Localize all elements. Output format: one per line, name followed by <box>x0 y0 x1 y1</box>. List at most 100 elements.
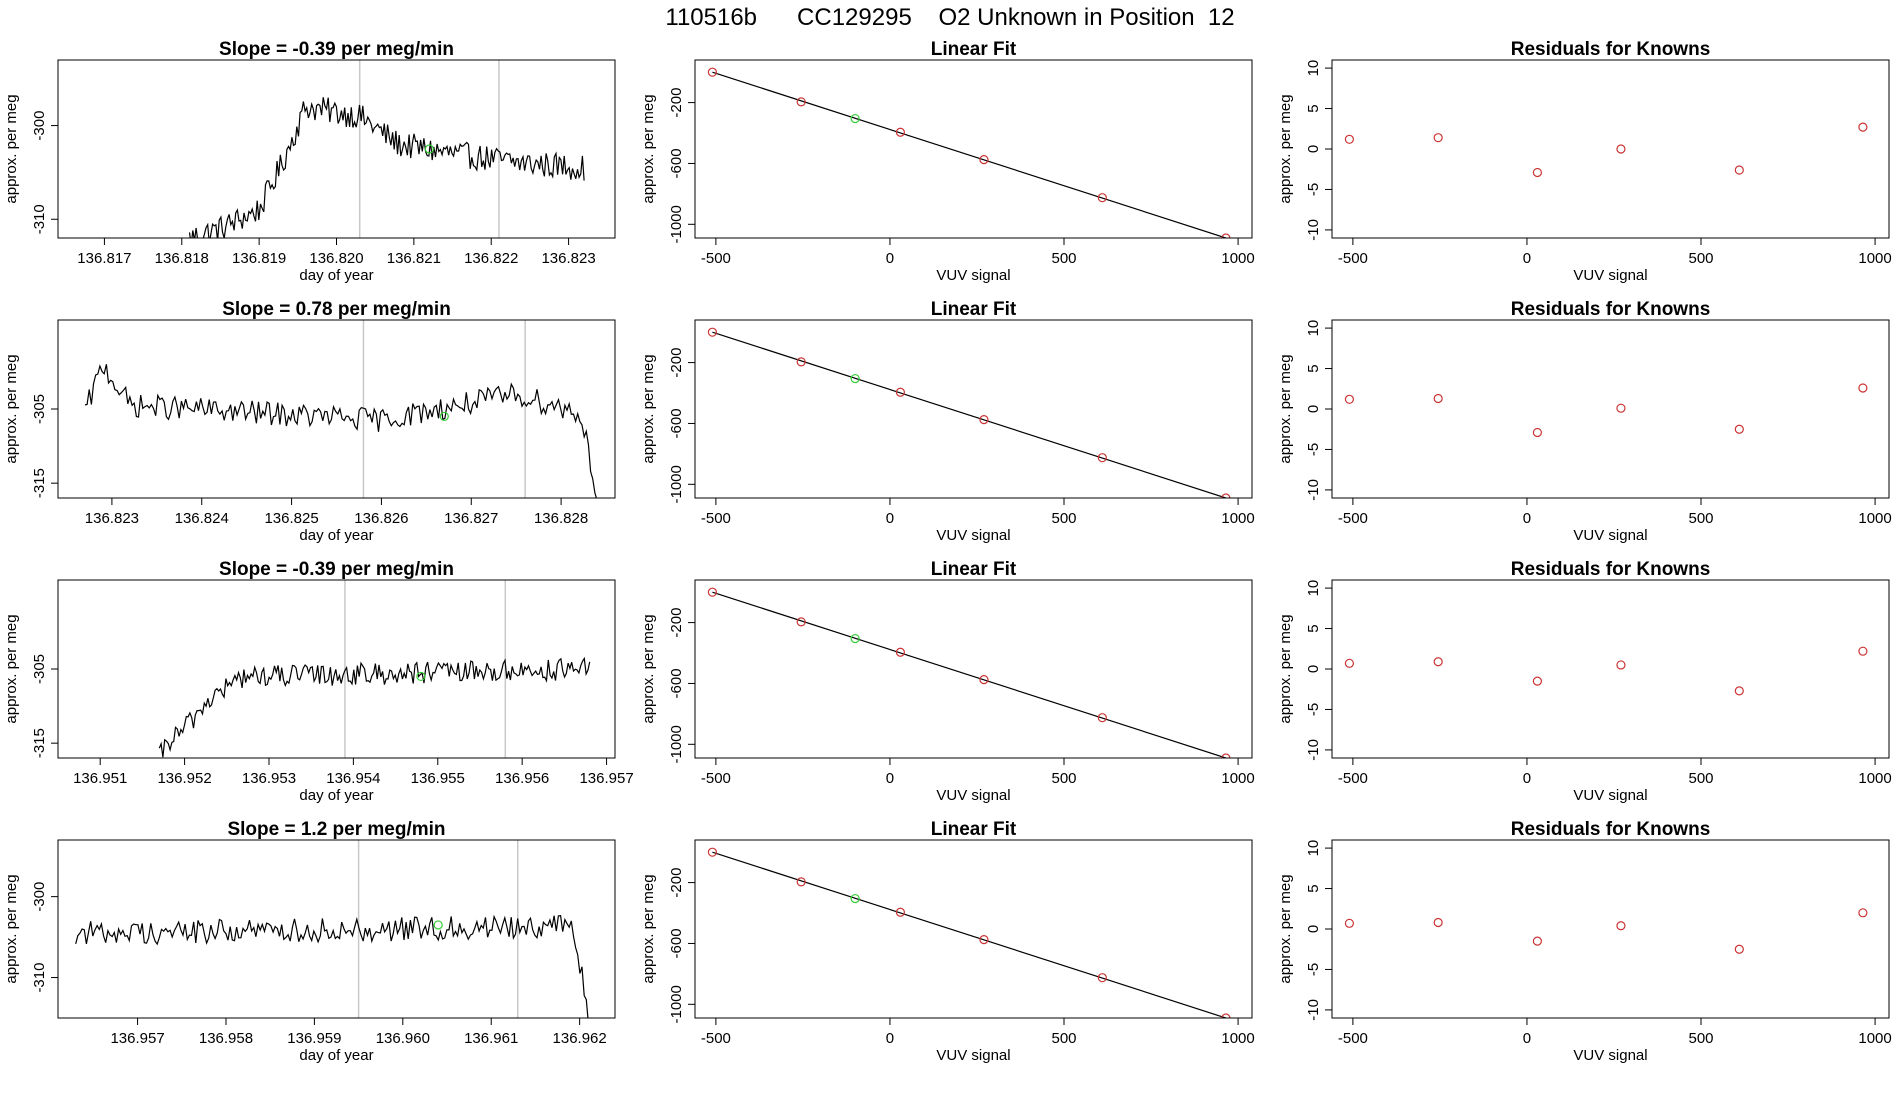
known-point <box>1097 193 1107 203</box>
plot-frame <box>57 319 616 499</box>
y-tick-label: -5 <box>1305 183 1322 196</box>
x-tick-label: 136.958 <box>199 1030 253 1047</box>
fit-line <box>712 71 1227 238</box>
residual-point <box>1344 394 1355 404</box>
panel-title: Linear Fit <box>931 819 1017 840</box>
known-point <box>895 647 905 657</box>
unknown-point <box>416 671 426 682</box>
known-point <box>979 155 989 165</box>
x-tick-label: -500 <box>701 250 731 267</box>
panel-title: Slope = 0.78 per meg/min <box>222 299 451 320</box>
known-point <box>1221 753 1231 758</box>
plot-area <box>707 587 1231 758</box>
plot-frame <box>694 839 1253 1019</box>
x-tick-label: 136.823 <box>85 510 139 527</box>
panel-3-timeseries: Slope = -0.39 per meg/min 136.951 136.952 1… <box>3 559 634 804</box>
y-tick-label: 5 <box>1305 624 1322 632</box>
series-line <box>158 656 591 758</box>
residual-point <box>1858 122 1868 132</box>
y-tick-label: 10 <box>1305 840 1322 857</box>
y-tick-label: -200 <box>668 608 685 638</box>
residual-point <box>1433 657 1443 667</box>
panel-title: Residuals for Knowns <box>1511 39 1711 60</box>
x-tick-label: -500 <box>1338 250 1368 267</box>
y-tick-label: 5 <box>1305 104 1322 112</box>
x-tick-label: 0 <box>1523 1030 1531 1047</box>
x-tick-label: -500 <box>701 1030 731 1047</box>
y-tick-label: -305 <box>31 394 48 424</box>
panel-title: Linear Fit <box>931 559 1017 580</box>
fit-line <box>712 591 1227 758</box>
x-axis-label: VUV signal <box>1573 787 1647 804</box>
x-tick-label: -500 <box>1338 1030 1368 1047</box>
panel-title: Linear Fit <box>931 299 1017 320</box>
y-tick-label: -5 <box>1305 703 1322 716</box>
x-tick-label: 136.957 <box>579 770 633 787</box>
plot-area <box>1344 908 1868 954</box>
y-axis-label: approx. per meg <box>640 874 657 983</box>
panel-1-residuals: Residuals for Knowns -500 0 500 1000 VUV sign… <box>1277 39 1892 284</box>
y-tick-label: -200 <box>668 88 685 118</box>
x-tick-label: 1000 <box>1858 510 1891 527</box>
x-tick-label: 0 <box>886 510 894 527</box>
known-point <box>1221 1013 1231 1018</box>
y-tick-label: -600 <box>668 408 685 438</box>
residual-point <box>1532 427 1542 438</box>
x-tick-label: 136.962 <box>553 1030 607 1047</box>
residual-point <box>1532 676 1542 686</box>
y-axis-label: approx. per meg <box>1277 94 1294 203</box>
y-axis-label: approx. per meg <box>3 614 20 723</box>
unknown-point <box>439 411 449 422</box>
x-tick-label: 136.955 <box>411 770 465 787</box>
x-axis-label: VUV signal <box>936 1047 1010 1064</box>
plot-area <box>707 67 1231 238</box>
x-tick-label: 136.821 <box>387 250 441 267</box>
x-tick-label: -500 <box>701 510 731 527</box>
panel-1-linear_fit: Linear Fit -500 0 500 1000 VUV signal -200 -600… <box>640 39 1255 284</box>
plot-frame <box>694 319 1253 499</box>
x-tick-label: 136.827 <box>444 510 498 527</box>
x-tick-label: 136.818 <box>155 250 209 267</box>
series-line <box>84 364 598 498</box>
x-tick-label: 500 <box>1688 250 1713 267</box>
residual-point <box>1344 134 1355 144</box>
plot-area <box>707 327 1231 498</box>
y-tick-label: 5 <box>1305 884 1322 892</box>
y-tick-label: -10 <box>1305 739 1322 761</box>
y-tick-label: 0 <box>1305 145 1322 153</box>
unknown-point <box>850 893 860 904</box>
panel-1-timeseries: Slope = -0.39 per meg/min 136.817 136.818 1… <box>3 39 616 284</box>
known-point <box>979 935 989 945</box>
panel-title: Residuals for Knowns <box>1511 299 1711 320</box>
fit-line <box>712 851 1227 1018</box>
x-tick-label: 0 <box>886 770 894 787</box>
residual-point <box>1344 918 1355 928</box>
x-tick-label: 500 <box>1688 510 1713 527</box>
plot-frame <box>694 59 1253 239</box>
y-tick-label: 0 <box>1305 405 1322 413</box>
plot-area <box>1344 122 1868 178</box>
known-point <box>796 357 806 367</box>
x-tick-label: 136.956 <box>495 770 549 787</box>
x-tick-label: 136.960 <box>376 1030 430 1047</box>
plot-frame <box>1331 59 1890 239</box>
known-point <box>1097 453 1107 463</box>
known-point <box>707 587 718 597</box>
y-tick-label: -1000 <box>668 985 685 1023</box>
known-point <box>1221 233 1231 238</box>
x-axis-label: day of year <box>299 267 373 284</box>
panel-4-residuals: Residuals for Knowns -500 0 500 1000 VUV sign… <box>1277 819 1892 1064</box>
residual-point <box>1616 403 1626 413</box>
known-point <box>979 675 989 685</box>
plot-area <box>75 840 589 1018</box>
x-tick-label: 136.820 <box>309 250 363 267</box>
plot-area <box>84 320 598 498</box>
x-axis-label: VUV signal <box>1573 267 1647 284</box>
unknown-point <box>850 633 860 644</box>
panel-3-linear_fit: Linear Fit -500 0 500 1000 VUV signal -200 -600… <box>640 559 1255 804</box>
known-point <box>895 127 905 137</box>
panel-2-timeseries: Slope = 0.78 per meg/min 136.823 136.824 13… <box>3 299 616 544</box>
panel-title: Residuals for Knowns <box>1511 819 1711 840</box>
residual-point <box>1734 165 1744 175</box>
x-tick-label: 136.951 <box>73 770 127 787</box>
